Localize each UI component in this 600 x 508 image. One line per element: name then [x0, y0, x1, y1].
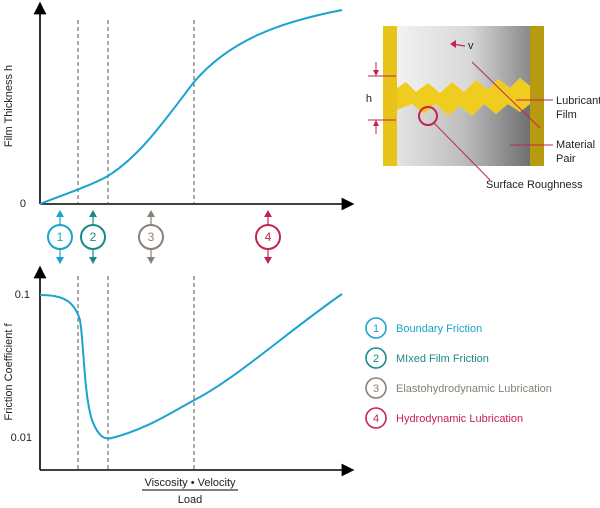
top-y-tick-zero: 0	[20, 198, 26, 210]
legend-number-2: 2	[373, 353, 379, 365]
friction-coefficient-curve	[39, 293, 343, 440]
legend-item-4: 4 Hydrodynamic Lubrication	[365, 407, 523, 429]
top-chart: 0 Film Thickness h	[3, 1, 355, 211]
top-y-axis-label: Film Thickness h	[3, 65, 15, 147]
material-pair-label-line1: Material	[556, 139, 595, 151]
legend-number-1: 1	[373, 323, 379, 335]
velocity-label: v	[468, 40, 474, 52]
regime-legend: 1 Boundary Friction 2 MIxed Film Frictio…	[365, 317, 552, 429]
regime-marker-3: 3	[138, 210, 164, 264]
film-thickness-h-label: h	[366, 93, 372, 105]
bottom-y-axis-label: Friction Coefficient f	[3, 323, 15, 421]
regime-markers: 1 2 3 4	[47, 210, 281, 264]
x-axis-label-numerator: Viscosity • Velocity	[144, 477, 236, 489]
regime-marker-1: 1	[47, 210, 73, 264]
surface-roughness-highlight	[418, 106, 438, 126]
regime-marker-4: 4	[255, 210, 281, 264]
regime-marker-2: 2	[80, 210, 106, 264]
legend-number-4: 4	[373, 413, 379, 425]
film-thickness-curve	[39, 9, 343, 205]
regime-number-1: 1	[57, 230, 64, 244]
regime-number-2: 2	[90, 230, 97, 244]
x-axis-label-denominator: Load	[178, 494, 202, 506]
bottom-chart: 0.1 0.01 Friction Coefficient f Viscosit…	[3, 265, 355, 506]
surface-roughness-leader	[433, 122, 491, 181]
legend-label-4: Hydrodynamic Lubrication	[396, 413, 523, 425]
legend-number-3: 3	[373, 383, 379, 395]
bottom-y-tick-0.01: 0.01	[11, 432, 32, 444]
regime-number-3: 3	[148, 230, 155, 244]
legend-label-1: Boundary Friction	[396, 323, 482, 335]
lubricant-film-label-line2: Film	[556, 109, 577, 121]
legend-item-1: 1 Boundary Friction	[365, 317, 482, 339]
legend-item-2: 2 MIxed Film Friction	[365, 347, 489, 369]
lubricant-film-label-line1: Lubricant	[556, 95, 600, 107]
regime-number-4: 4	[265, 230, 272, 244]
lubrication-inset: v h Surface Roughness Lubricant Film Mat…	[366, 26, 600, 191]
surface-roughness-label: Surface Roughness	[486, 179, 583, 191]
inset-right-wall	[530, 26, 544, 166]
legend-label-2: MIxed Film Friction	[396, 353, 489, 365]
legend-label-3: Elastohydrodynamic Lubrication	[396, 383, 552, 395]
legend-item-3: 3 Elastohydrodynamic Lubrication	[365, 377, 552, 399]
bottom-y-tick-0.1: 0.1	[15, 289, 30, 301]
material-pair-label-line2: Pair	[556, 153, 576, 165]
inset-left-wall	[383, 26, 397, 166]
lower-material-block	[397, 104, 530, 166]
upper-material-block	[397, 26, 530, 93]
